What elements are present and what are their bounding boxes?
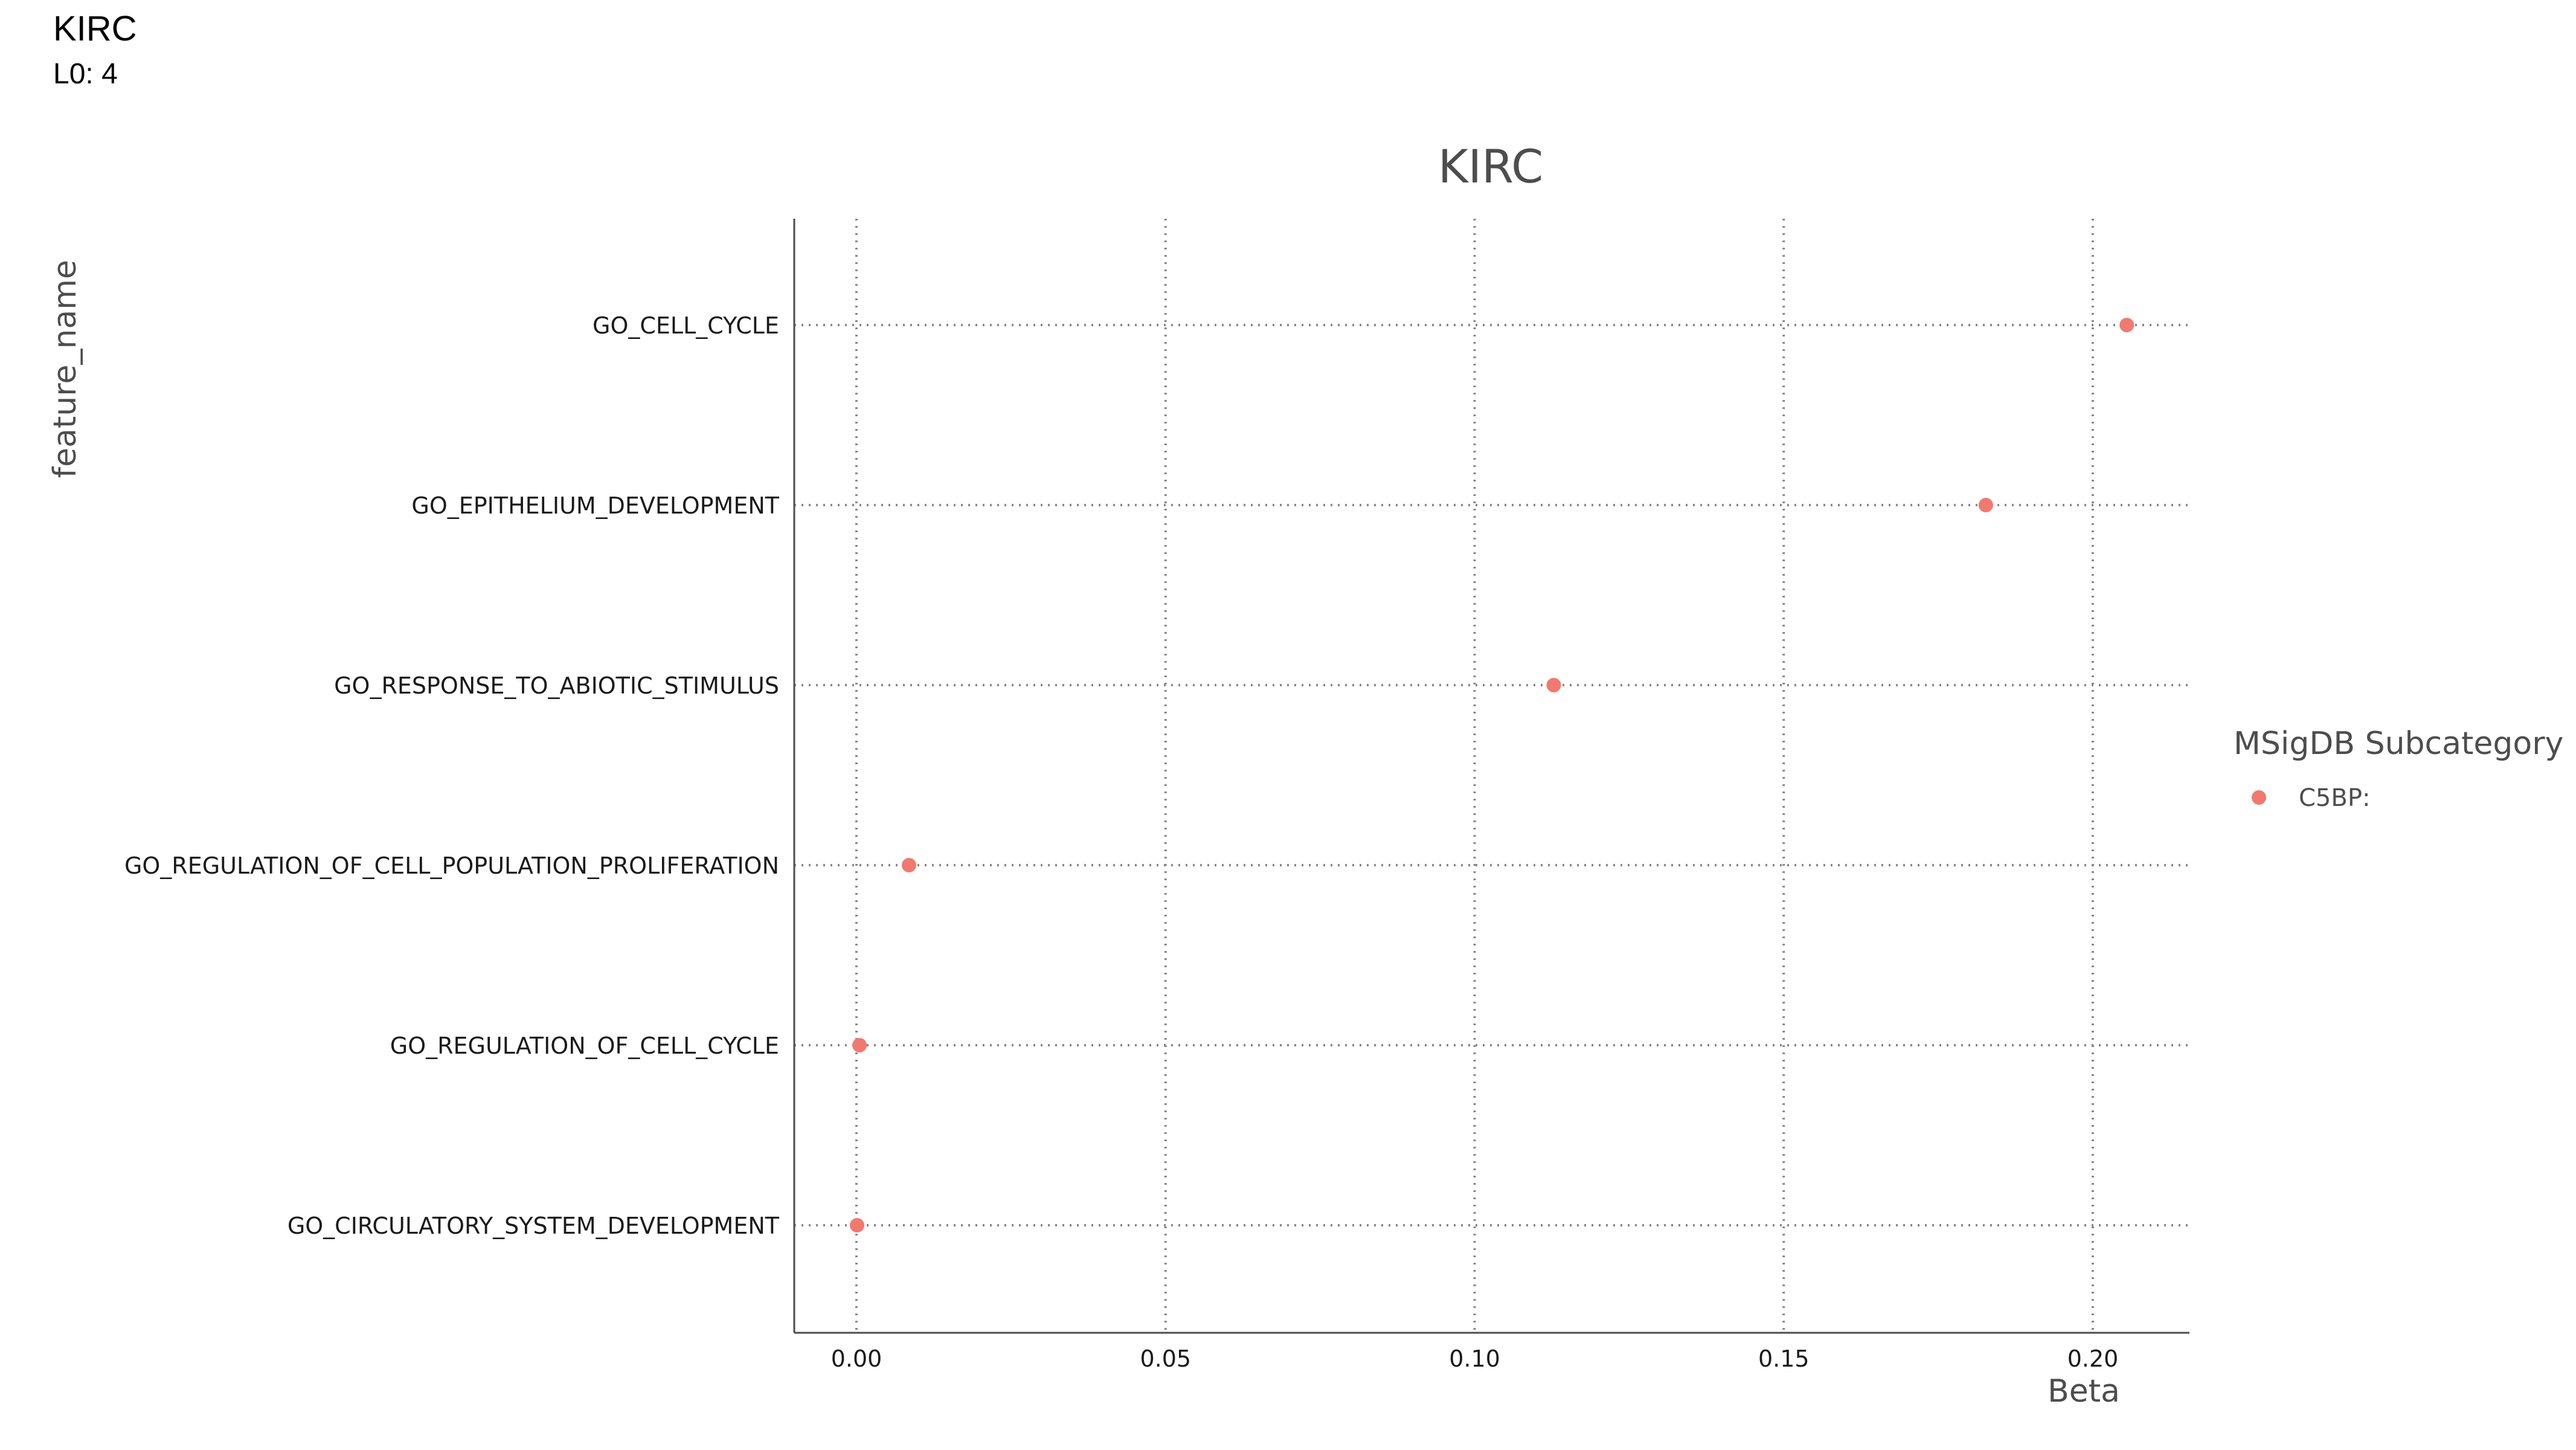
y-tick-label: GO_CIRCULATORY_SYSTEM_DEVELOPMENT xyxy=(287,1213,780,1239)
x-axis-label: Beta xyxy=(2048,1373,2120,1410)
axes-layer xyxy=(793,219,2189,1334)
y-tick-label: GO_RESPONSE_TO_ABIOTIC_STIMULUS xyxy=(334,672,779,699)
data-point xyxy=(901,858,916,872)
chart-title: KIRC xyxy=(1438,140,1543,193)
data-point xyxy=(1546,678,1561,692)
header-subtitle: L0: 4 xyxy=(53,58,118,90)
x-tick-label: 0.10 xyxy=(1449,1345,1500,1372)
y-tick-label: GO_CELL_CYCLE xyxy=(593,312,779,339)
data-point xyxy=(2119,318,2134,332)
y-tick-label: GO_REGULATION_OF_CELL_CYCLE xyxy=(390,1033,779,1059)
data-point xyxy=(1978,498,1993,512)
x-tick-label: 0.15 xyxy=(1758,1345,1810,1372)
y-tick-label: GO_REGULATION_OF_CELL_POPULATION_PROLIFE… xyxy=(124,852,779,879)
header-title: KIRC xyxy=(53,9,137,48)
grid-layer xyxy=(794,219,2189,1333)
ticks-layer: 0.00 0.05 0.10 0.15 0.20 GO_CELL_CYCLE GO_EPIT… xyxy=(124,312,2118,1372)
legend: MSigDB Subcategory C5BP: xyxy=(2234,726,2563,812)
legend-key-c5bp xyxy=(2252,790,2266,805)
x-tick-label: 0.05 xyxy=(1140,1345,1191,1372)
x-tick-label: 0.20 xyxy=(2067,1345,2119,1372)
page-header: KIRC L0: 4 xyxy=(53,5,137,95)
x-tick-label: 0.00 xyxy=(831,1345,882,1372)
data-point xyxy=(852,1038,867,1052)
data-point xyxy=(850,1218,865,1232)
legend-title: MSigDB Subcategory xyxy=(2234,726,2563,762)
y-axis-label: feature_name xyxy=(47,260,83,478)
points-layer xyxy=(850,318,2134,1232)
y-tick-label: GO_EPITHELIUM_DEVELOPMENT xyxy=(411,492,779,519)
legend-label-c5bp: C5BP: xyxy=(2299,784,2370,812)
